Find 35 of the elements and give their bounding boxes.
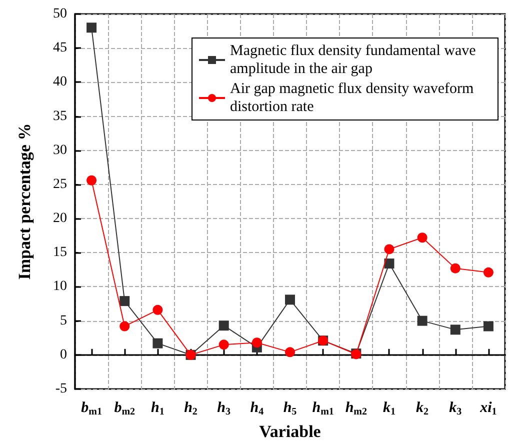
point — [252, 338, 262, 348]
point — [417, 316, 428, 326]
point — [384, 244, 394, 254]
point — [483, 267, 494, 278]
y-tick-label: -5 — [55, 382, 67, 396]
point — [152, 304, 163, 315]
point — [450, 324, 460, 335]
point — [218, 320, 229, 331]
legend-label: Magnetic flux density fundamental wave amplitude in the air gap — [230, 43, 480, 77]
point — [285, 347, 295, 358]
y-tick-label: 0 — [60, 347, 67, 362]
point — [450, 263, 460, 274]
y-tick-label: 20 — [53, 211, 67, 226]
point — [86, 175, 97, 186]
y-tick-label: 25 — [53, 176, 67, 192]
point — [120, 321, 130, 332]
y-tick-label: 10 — [53, 279, 67, 294]
y-axis-title: Impact percentage % — [15, 123, 34, 280]
y-tick-label: 50 — [53, 6, 67, 22]
point — [483, 321, 494, 332]
y-tick-label: 5 — [60, 313, 67, 328]
y-tick-label: 40 — [53, 74, 67, 90]
point — [285, 294, 295, 305]
point — [86, 22, 97, 33]
point — [417, 232, 428, 243]
point — [152, 338, 163, 348]
legend-label: Air gap magnetic flux density waveform distortion rate — [230, 81, 478, 115]
x-axis-title: Variable — [259, 422, 322, 441]
y-tick-label: 15 — [53, 245, 67, 260]
point — [120, 296, 130, 306]
y-tick-label: 35 — [53, 108, 67, 124]
y-tick-label: 45 — [53, 40, 67, 56]
point — [218, 340, 229, 350]
point — [384, 258, 394, 269]
y-tick-label: 30 — [53, 142, 67, 158]
